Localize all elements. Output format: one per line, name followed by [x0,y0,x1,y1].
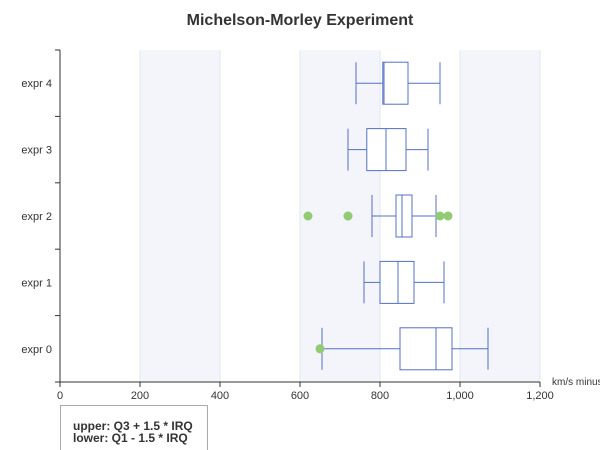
chart-title: Michelson-Morley Experiment [187,12,414,29]
upper-formula-text: upper: Q3 + 1.5 * IRQ [73,419,193,433]
formula-note-box: upper: Q3 + 1.5 * IRQ lower: Q1 - 1.5 * … [60,405,208,450]
x-tick-label: 1,000 [446,390,474,402]
background-band-0 [140,50,220,382]
outlier-point [343,211,353,221]
x-tick-label: 1,200 [526,390,554,402]
x-tick-label: 0 [57,390,63,402]
lower-formula-text: lower: Q1 - 1.5 * IRQ [73,431,188,445]
boxes [321,61,489,371]
background-band-2 [460,50,540,382]
box-expr-0 [321,327,489,371]
iqr-box [395,194,413,238]
outlier-point [315,344,325,354]
x-tick-label: 200 [131,390,149,402]
outlier-point [443,211,453,221]
x-tick-label: 800 [371,390,389,402]
x-tick-label: 400 [211,390,229,402]
x-tick-label: 600 [291,390,309,402]
iqr-box [382,61,409,105]
y-tick-label-expr-3: expr 3 [21,145,52,157]
box-expr-2 [371,194,437,238]
outlier-point [303,211,313,221]
x-axis-title: km/s minus 299,000 [552,377,600,388]
box-expr-1 [363,260,445,304]
y-tick-label-expr-2: expr 2 [21,211,52,223]
box-expr-4 [355,61,441,105]
axes: expr 0 expr 1 expr 2 expr 3 expr 4 0 200 400 600… [21,49,554,402]
outlier-point [435,211,445,221]
y-tick-label-expr-1: expr 1 [21,277,52,289]
background-band-1 [300,50,380,382]
y-tick-label-expr-4: expr 4 [21,78,52,90]
outliers [303,211,453,354]
iqr-box [379,260,415,304]
box-expr-3 [347,128,429,172]
background-bands [139,50,541,382]
y-tick-label-expr-0: expr 0 [21,344,52,356]
iqr-box [399,327,453,371]
